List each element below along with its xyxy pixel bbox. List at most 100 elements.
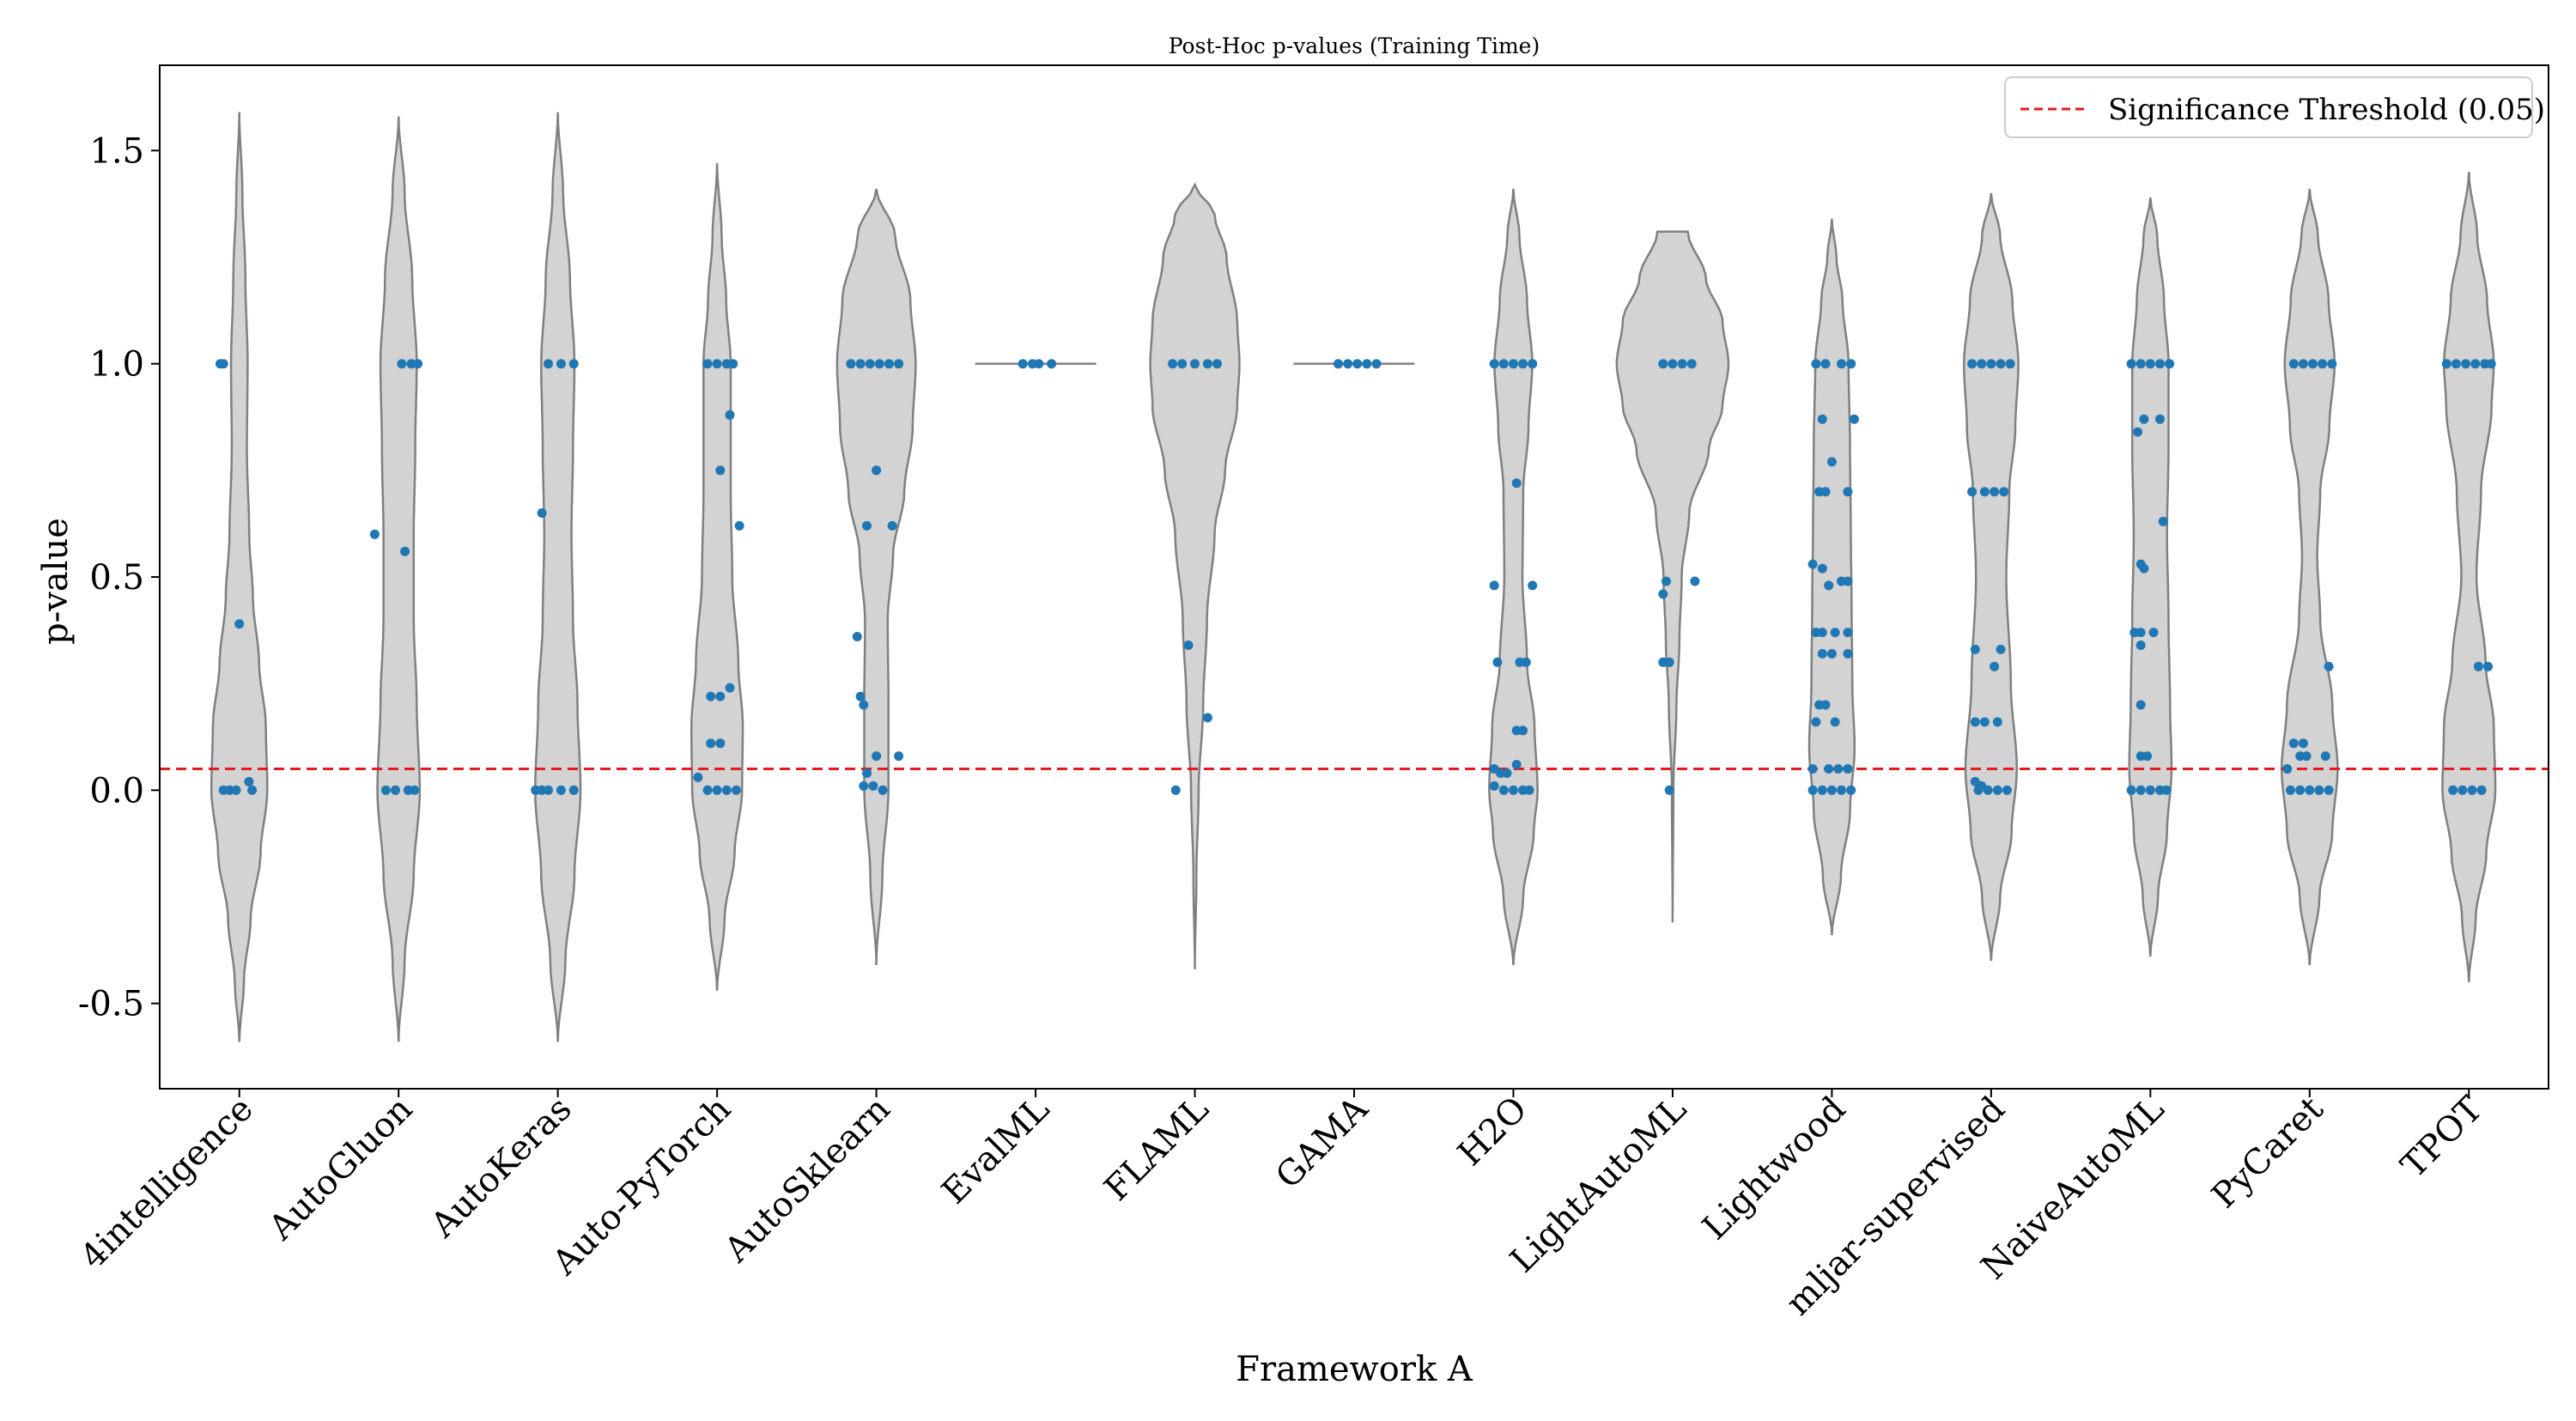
data-point: [1990, 487, 2000, 497]
data-point: [734, 520, 744, 531]
violin-lightautoml: [1615, 230, 1730, 923]
data-point: [1817, 414, 1827, 424]
data-point: [218, 359, 228, 369]
data-point: [715, 691, 726, 701]
data-point: [568, 785, 579, 795]
data-point: [855, 359, 866, 369]
data-point: [1979, 717, 1990, 727]
data-point: [2136, 785, 2146, 795]
data-point: [1664, 785, 1674, 795]
data-point: [1212, 359, 1222, 369]
data-point: [712, 359, 722, 369]
data-point: [1662, 576, 1671, 586]
data-point: [537, 508, 547, 518]
data-point: [403, 785, 413, 795]
data-point: [1843, 487, 1853, 497]
data-point: [712, 785, 722, 795]
data-point: [1528, 580, 1538, 591]
data-point: [1498, 359, 1509, 369]
data-point: [1658, 359, 1668, 369]
violins-layer: [210, 112, 2497, 1042]
data-point: [1498, 785, 1509, 795]
data-point: [859, 780, 869, 791]
data-point: [2458, 785, 2468, 795]
data-point: [1677, 359, 1687, 369]
data-point: [859, 700, 869, 710]
data-point: [1371, 359, 1382, 369]
violin-pycaret: [2280, 188, 2339, 966]
data-point: [2305, 785, 2315, 795]
data-point: [1843, 648, 1853, 659]
data-point: [2161, 785, 2172, 795]
data-point: [1992, 717, 2002, 727]
data-point: [1837, 359, 1846, 369]
data-point: [1807, 785, 1818, 795]
data-point: [2155, 359, 2165, 369]
x-tick-label: AutoKeras: [422, 1090, 579, 1246]
data-point: [1843, 576, 1853, 586]
data-point: [1489, 780, 1499, 791]
legend-threshold-label: Significance Threshold (0.05): [2108, 93, 2545, 127]
violin-auto-pytorch: [690, 163, 744, 991]
data-point: [2158, 516, 2168, 526]
data-point: [1518, 359, 1528, 369]
data-point: [1826, 785, 1837, 795]
data-point: [1970, 717, 1980, 727]
points-layer: [216, 359, 2496, 795]
data-point: [1811, 717, 1821, 727]
data-point: [2483, 661, 2493, 671]
violin-autogluon: [376, 116, 422, 1042]
data-point: [397, 359, 407, 369]
data-point: [2470, 359, 2481, 369]
x-tick-label: H2O: [1450, 1090, 1534, 1174]
data-point: [1807, 559, 1818, 569]
x-tick-label: Lightwood: [1695, 1090, 1853, 1248]
data-point: [702, 359, 713, 369]
data-point: [1664, 657, 1674, 667]
data-point: [884, 359, 894, 369]
data-point: [1343, 359, 1353, 369]
data-point: [865, 359, 875, 369]
y-tick-label: 0.0: [89, 771, 144, 811]
x-tick-label: AutoSklearn: [717, 1090, 898, 1271]
data-point: [1817, 563, 1827, 574]
data-point: [2308, 359, 2318, 369]
data-point: [247, 785, 258, 795]
data-point: [2324, 661, 2334, 671]
data-point: [2486, 359, 2496, 369]
data-point: [2005, 359, 2015, 369]
data-point: [2467, 785, 2477, 795]
data-point: [1820, 700, 1831, 710]
data-point: [862, 768, 872, 778]
data-point: [1830, 628, 1840, 638]
data-point: [1489, 580, 1499, 591]
data-point: [1502, 768, 1512, 778]
data-point: [1999, 487, 2009, 497]
data-point: [1977, 359, 1987, 369]
data-point: [2136, 359, 2146, 369]
data-point: [1811, 359, 1821, 369]
data-point: [2314, 785, 2324, 795]
data-point: [2142, 751, 2153, 762]
violin-h2o: [1488, 188, 1539, 966]
data-point: [391, 785, 400, 795]
data-point: [1183, 641, 1194, 650]
data-point: [1668, 359, 1678, 369]
violin-tpot: [2441, 172, 2497, 982]
data-point: [852, 632, 862, 641]
data-point: [1967, 359, 1978, 369]
chart-title: Post-Hoc p-values (Training Time): [1169, 33, 1540, 58]
data-point: [878, 785, 888, 795]
data-point: [2327, 359, 2337, 369]
data-point: [2136, 628, 2146, 638]
data-point: [2318, 359, 2328, 369]
legend: Significance Threshold (0.05): [2004, 76, 2545, 138]
data-point: [2320, 751, 2330, 762]
data-point: [1973, 785, 1984, 795]
data-point: [2448, 785, 2458, 795]
data-point: [2165, 359, 2175, 369]
data-point: [874, 359, 884, 369]
data-point: [1826, 457, 1837, 467]
data-point: [1202, 713, 1212, 723]
